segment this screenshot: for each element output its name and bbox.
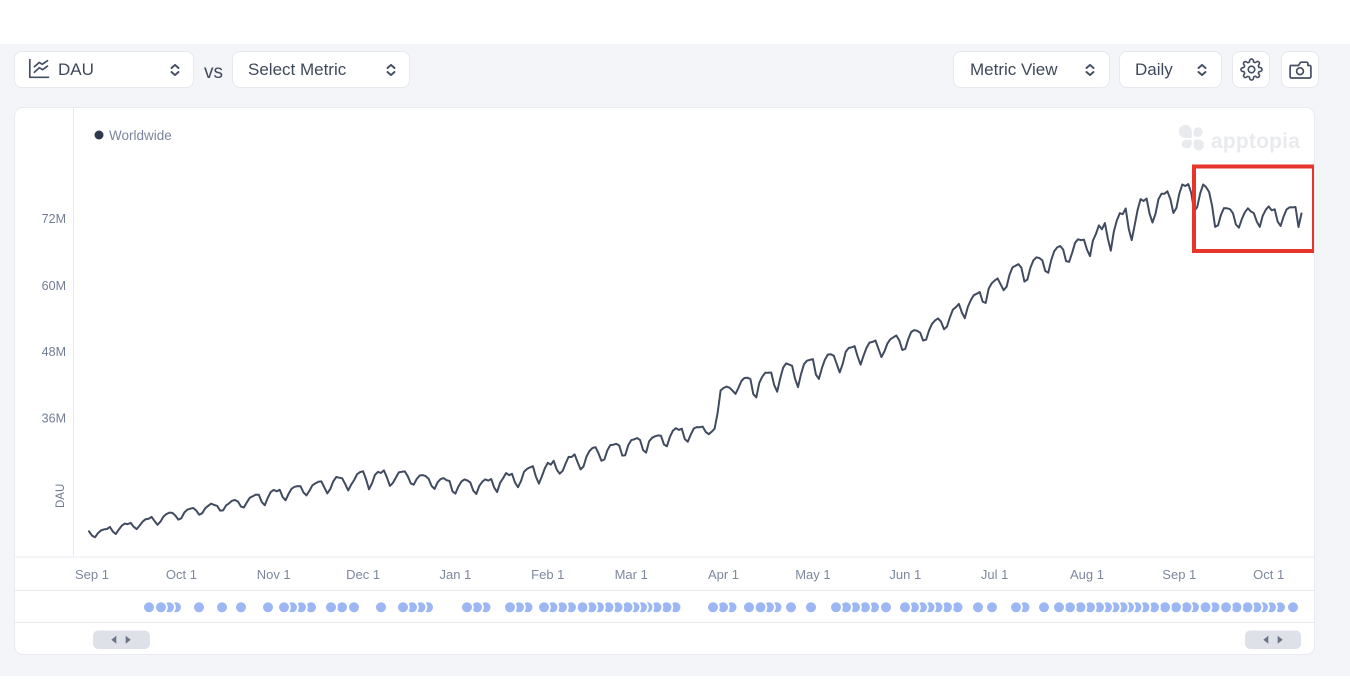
svg-text:Worldwide: Worldwide xyxy=(109,128,172,143)
svg-text:Feb 1: Feb 1 xyxy=(531,567,564,582)
svg-text:Oct 1: Oct 1 xyxy=(166,567,197,582)
svg-text:Nov 1: Nov 1 xyxy=(257,567,291,582)
svg-text:Jun 1: Jun 1 xyxy=(889,567,921,582)
svg-text:60M: 60M xyxy=(42,279,66,293)
svg-text:Apr 1: Apr 1 xyxy=(708,567,739,582)
svg-text:Jul 1: Jul 1 xyxy=(981,567,1008,582)
svg-text:36M: 36M xyxy=(42,411,66,425)
svg-text:Aug 1: Aug 1 xyxy=(1070,567,1104,582)
svg-text:Sep 1: Sep 1 xyxy=(1162,567,1196,582)
svg-text:Mar 1: Mar 1 xyxy=(615,567,648,582)
svg-text:DAU: DAU xyxy=(55,484,67,508)
svg-text:72M: 72M xyxy=(42,212,66,226)
svg-text:May 1: May 1 xyxy=(795,567,830,582)
svg-text:48M: 48M xyxy=(42,345,66,359)
svg-text:Oct 1: Oct 1 xyxy=(1253,567,1284,582)
svg-text:apptopia: apptopia xyxy=(1211,130,1300,153)
svg-text:Dec 1: Dec 1 xyxy=(346,567,380,582)
svg-text:Sep 1: Sep 1 xyxy=(75,567,109,582)
svg-text:Jan 1: Jan 1 xyxy=(439,567,471,582)
